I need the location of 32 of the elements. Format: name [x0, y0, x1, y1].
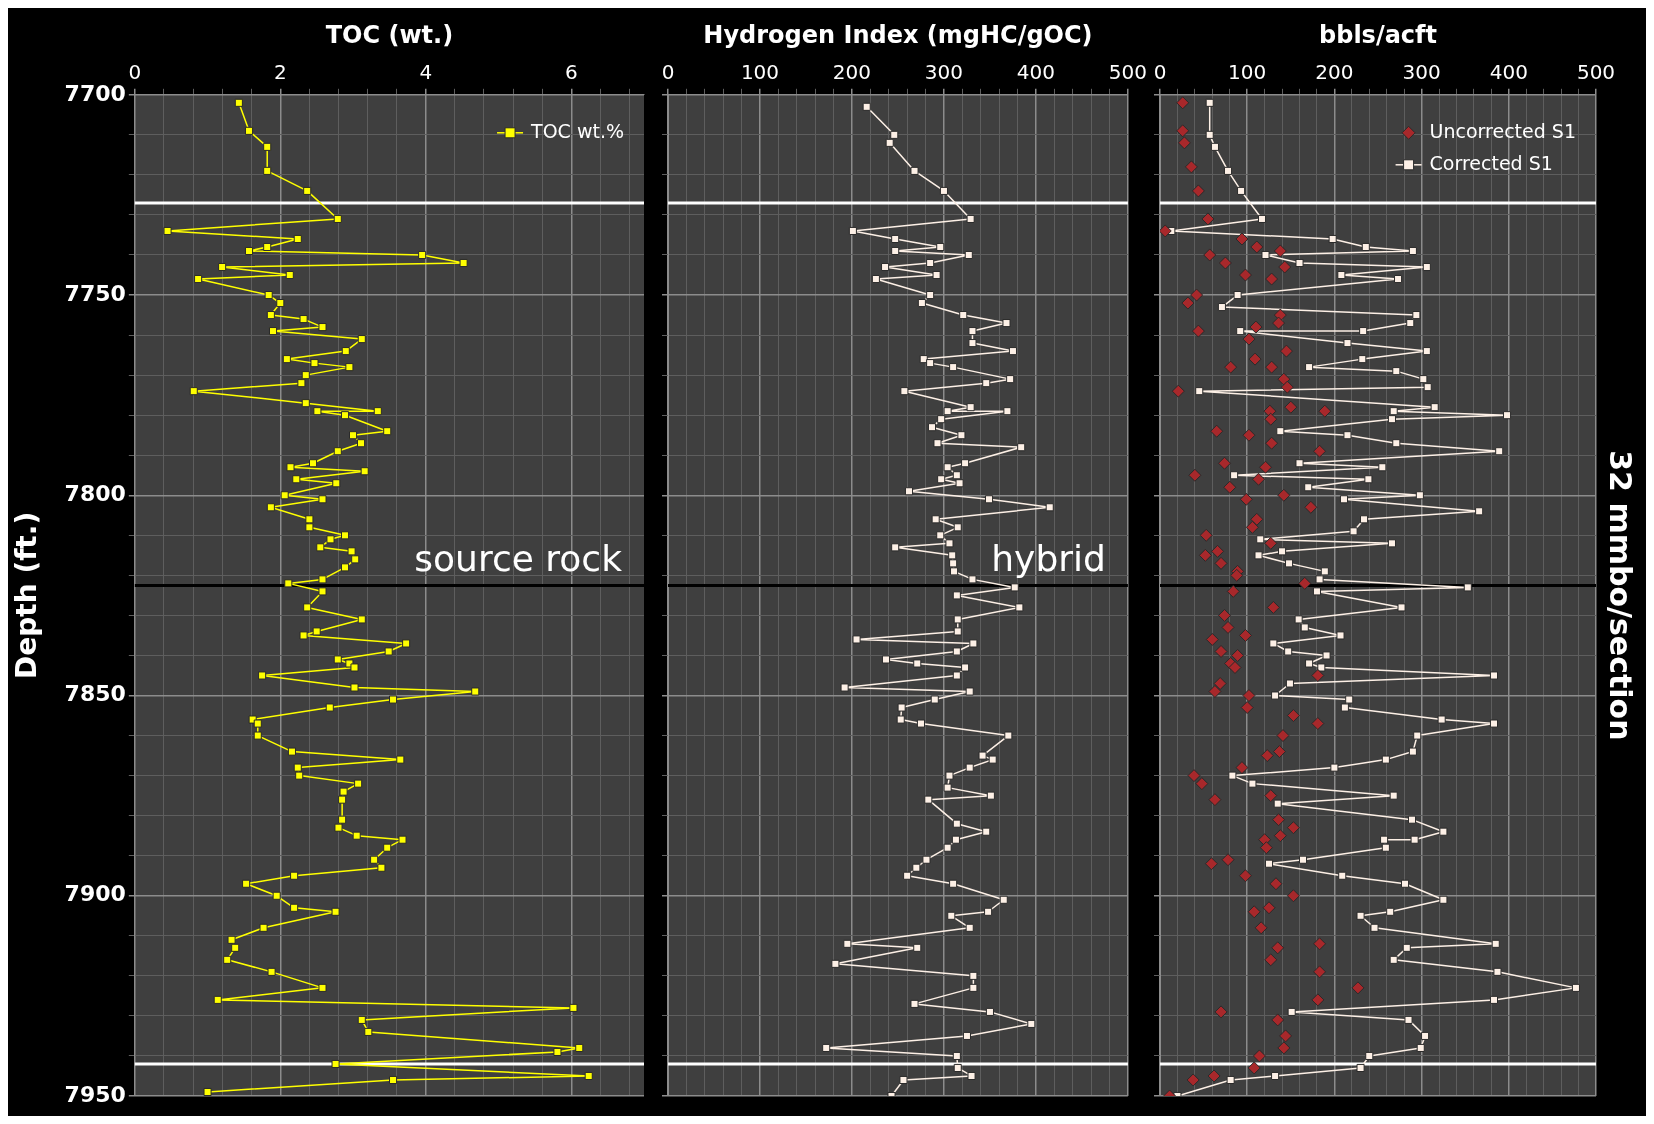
y-tick-label: 7950: [64, 1081, 126, 1107]
y-tick-label: 7800: [64, 481, 126, 506]
x-axis-title: bbls/acft: [1319, 20, 1437, 49]
x-tick-label: 6: [564, 60, 578, 84]
x-tick-label: 200: [832, 60, 872, 84]
x-tick-label: 0: [661, 60, 675, 84]
y-tick-label: 7850: [64, 681, 126, 707]
x-axis-title: TOC (wt.): [325, 20, 454, 49]
x-tick-label: 300: [1402, 60, 1441, 84]
x-tick-label: 400: [1489, 60, 1528, 84]
ref-line-label: hybrid: [991, 537, 1106, 579]
x-tick-label: 2: [273, 60, 287, 84]
legend-label: Uncorrected S1: [1429, 119, 1577, 142]
x-tick-label: 300: [924, 60, 964, 84]
y-tick-label: 7750: [64, 280, 126, 306]
x-tick-label: 100: [1228, 60, 1267, 84]
legend-label: Corrected S1: [1429, 151, 1553, 174]
x-tick-label: 500: [1108, 60, 1148, 84]
y-axis-title: Depth (ft.): [10, 511, 44, 679]
text: 32 mmbo/section: [1603, 450, 1639, 741]
x-tick-label: 4: [419, 60, 433, 84]
x-tick-label: 500: [1576, 60, 1616, 84]
x-tick-label: 200: [1315, 60, 1354, 84]
x-tick-label: 0: [128, 60, 142, 84]
x-tick-label: 400: [1016, 60, 1056, 84]
legend-label: TOC wt.%: [530, 119, 624, 142]
y-tick-label: 7700: [64, 80, 126, 106]
x-axis-title: Hydrogen Index (mgHC/gOC): [703, 20, 1093, 49]
y-tick-label: 7900: [64, 881, 126, 907]
x-tick-label: 100: [740, 60, 780, 84]
x-tick-label: 0: [1153, 60, 1167, 84]
ref-line-label: source rock: [414, 537, 623, 579]
